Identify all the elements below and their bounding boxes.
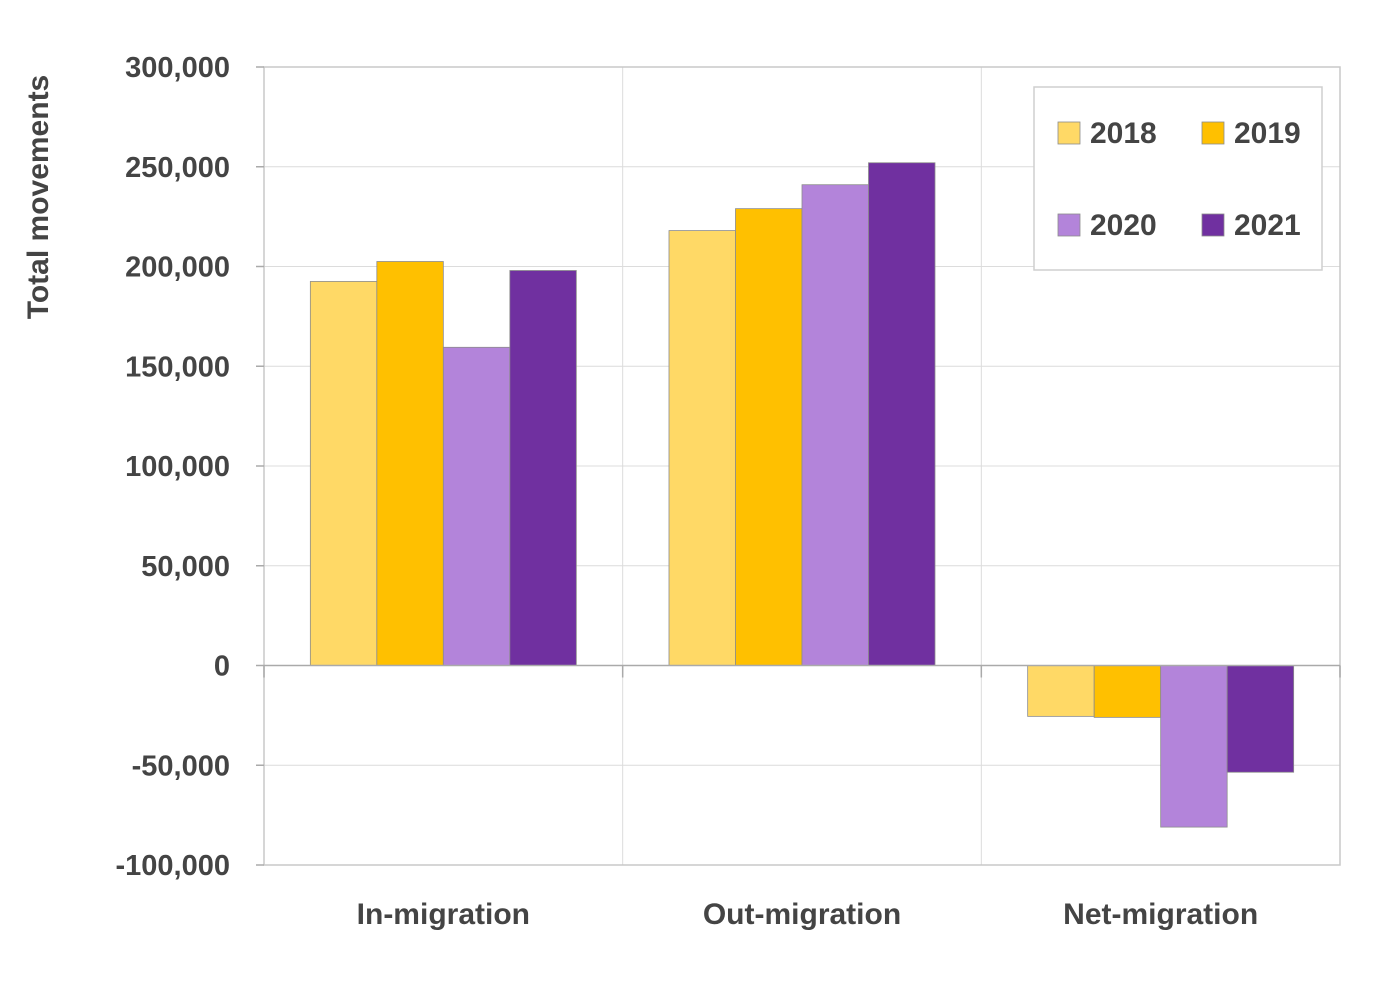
bar-2020-in-migration — [442, 346, 511, 666]
bar-2019-in-migration — [376, 261, 444, 666]
category-label: In-migration — [357, 898, 530, 931]
y-axis-title: Total movements — [22, 75, 55, 320]
legend-box — [1033, 86, 1323, 271]
y-tick-label: -50,000 — [132, 750, 230, 782]
bar-2018-out-migration — [668, 230, 736, 666]
legend-swatch-2020 — [1057, 213, 1081, 237]
y-tick-label: 150,000 — [125, 351, 230, 383]
y-tick-label: -100,000 — [116, 850, 231, 882]
legend-swatch-2019 — [1201, 121, 1225, 145]
y-tick-label: 100,000 — [125, 451, 230, 483]
y-tick-label: 200,000 — [125, 252, 230, 284]
legend-swatch-2021 — [1201, 213, 1225, 237]
y-tick-labels: -100,000 -50,000 0 50,000 100,000 150,000 200,… — [116, 52, 231, 882]
legend-label-2018: 2018 — [1090, 117, 1157, 150]
legend-swatch-2018 — [1057, 121, 1081, 145]
bars — [309, 162, 1295, 828]
legend-label-2021: 2021 — [1234, 209, 1301, 242]
bar-2021-in-migration — [509, 270, 577, 666]
bar-2018-in-migration — [309, 281, 378, 666]
legend-label-2019: 2019 — [1234, 117, 1301, 150]
bar-2019-net-migration — [1093, 665, 1162, 718]
category-label: Net-migration — [1063, 898, 1258, 931]
bar-2021-net-migration — [1226, 665, 1295, 773]
bar-2019-out-migration — [735, 208, 803, 666]
legend: 2018 2019 2020 2021 — [1033, 86, 1323, 271]
category-label: Out-migration — [703, 898, 901, 931]
y-tick-label: 50,000 — [141, 551, 230, 583]
bar-2020-out-migration — [801, 184, 869, 666]
axes — [256, 66, 1341, 866]
y-tick-label: 250,000 — [125, 152, 230, 184]
y-tick-label: 0 — [214, 651, 230, 683]
bar-2021-out-migration — [868, 162, 936, 666]
bar-2020-net-migration — [1160, 665, 1228, 828]
y-tick-label: 300,000 — [125, 52, 230, 84]
legend-label-2020: 2020 — [1090, 209, 1157, 242]
category-labels: In-migration Out-migration Net-migration — [357, 898, 1258, 931]
bar-2018-net-migration — [1027, 665, 1095, 717]
